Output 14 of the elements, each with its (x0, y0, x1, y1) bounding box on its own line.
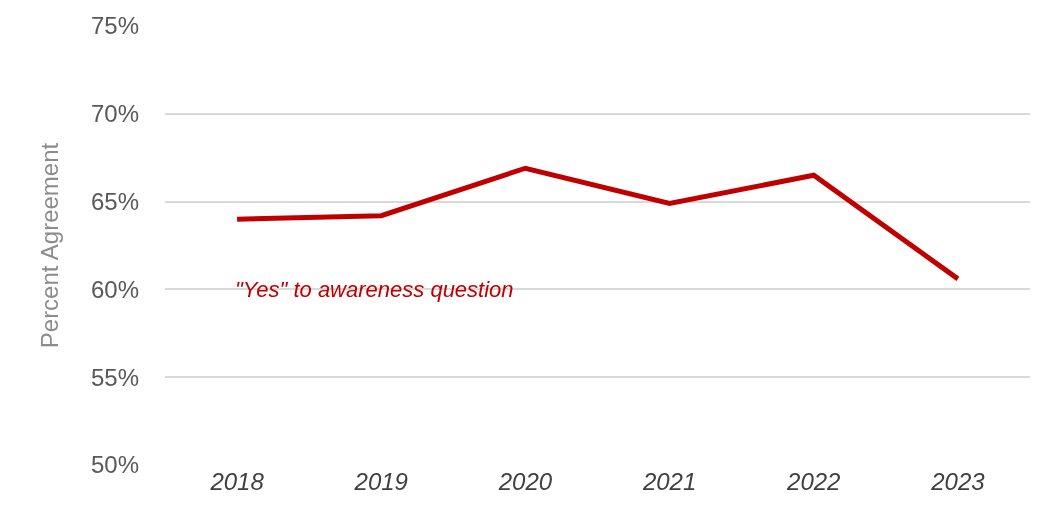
y-tick-label: 65% (90, 188, 139, 215)
y-tick-label: 60% (90, 275, 139, 303)
x-tick-label: 2018 (209, 468, 265, 495)
y-tick-label: 50% (90, 451, 139, 479)
x-tick-label: 2022 (786, 468, 841, 495)
x-tick-label: 2019 (353, 468, 408, 495)
x-tick-label: 2021 (641, 468, 697, 495)
x-tick-label: 2020 (497, 468, 553, 495)
y-tick-label: 55% (90, 363, 139, 391)
y-tick-label: 70% (90, 100, 139, 128)
text: "Yes" to awareness question (235, 277, 514, 302)
x-tick-label: 2023 (930, 468, 986, 495)
y-axis-title: Percent Agreement (36, 142, 64, 349)
y-tick-label: 75% (90, 12, 139, 40)
